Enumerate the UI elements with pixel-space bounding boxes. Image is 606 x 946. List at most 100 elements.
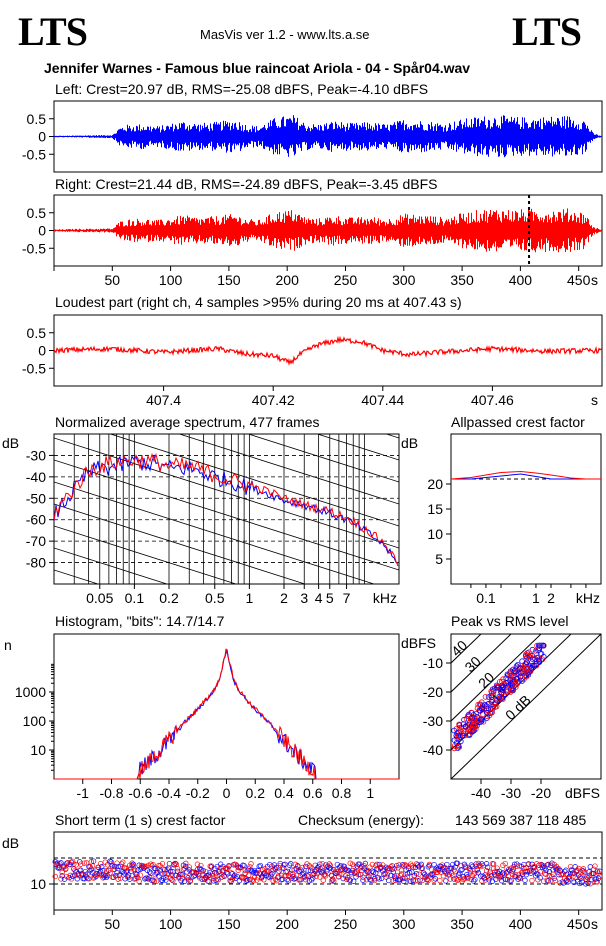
short-crest-point (148, 870, 154, 876)
app-title: MasVis ver 1.2 - www.lts.a.se (200, 27, 370, 42)
spectrum-slope-line (54, 569, 100, 584)
short-crest-point (571, 879, 577, 885)
spectrum-plot-area (54, 196, 399, 584)
short-crest-point (471, 871, 477, 877)
short-crest-point (341, 863, 347, 870)
short-crest-point (508, 877, 514, 884)
peak-rms-point (522, 661, 528, 667)
short-crest-point (116, 872, 122, 878)
peak-rms-point (454, 745, 461, 751)
peak-rms-point (535, 655, 541, 661)
short-crest-point (429, 866, 435, 873)
short-crest-point (120, 859, 126, 865)
short-crest-point (63, 865, 69, 872)
short-crest-point (101, 874, 107, 880)
short-crest-point (327, 865, 333, 871)
short-crest-point (289, 875, 295, 881)
track-title: Jennifer Warnes - Famous blue raincoat A… (44, 60, 471, 76)
short-crest-point (107, 870, 113, 876)
short-crest-point (183, 863, 189, 870)
short-crest-point (483, 868, 490, 874)
short-crest-title: Short term (1 s) crest factor (55, 812, 226, 828)
short-crest-point (248, 861, 254, 867)
short-crest-point (404, 870, 410, 877)
spectrum-slope-line (54, 525, 238, 584)
short-crest-point (375, 875, 381, 881)
spectrum-slope-line (54, 196, 399, 306)
short-crest-point (580, 866, 586, 872)
short-crest-point (592, 863, 598, 869)
short-crest-point (246, 872, 252, 878)
short-crest-point (510, 864, 517, 870)
peak-rms-title: Peak vs RMS level (451, 613, 569, 629)
short-crest-xtick-label: 250 (334, 916, 358, 932)
spectrum-xtick-label: 1 (245, 590, 253, 606)
short-crest-point (486, 877, 492, 883)
short-crest-point (395, 865, 401, 871)
loudest-part-title: Loudest part (right ch, 4 samples >95% d… (55, 294, 462, 310)
peak-rms-point (513, 681, 519, 688)
right-waveform-xtick-label: 400 (509, 272, 533, 288)
short-crest-point (335, 874, 342, 880)
short-crest-point (516, 863, 522, 869)
short-crest-point (510, 866, 517, 873)
short-crest-point (255, 875, 261, 881)
histogram-xtick-label: 0 (223, 785, 231, 801)
peak-rms-point (493, 703, 500, 710)
short-crest-point (444, 861, 450, 868)
loudest-part-ytick-label: 0.5 (27, 325, 47, 341)
spectrum-slope-line (247, 434, 399, 483)
short-crest-point (313, 873, 319, 879)
histogram-ytick-label: 100 (23, 713, 47, 729)
spectrum-slope-line (54, 240, 399, 350)
short-crest-point (597, 868, 603, 874)
peak-rms-point (536, 657, 542, 664)
left-waveform-ytick-label: -0.5 (22, 146, 46, 162)
peak-rms-point (502, 691, 509, 698)
spectrum-ytick-label: -50 (26, 490, 46, 506)
histogram-series-L (54, 649, 399, 780)
short-crest-point (557, 880, 563, 886)
right-waveform-xtick-label: 200 (276, 272, 300, 288)
spectrum-slope-line (54, 503, 307, 584)
short-crest-point (167, 868, 174, 875)
short-crest-point (265, 868, 272, 874)
checksum-value: 143 569 387 118 485 (455, 812, 587, 828)
short-crest-point (374, 861, 380, 867)
short-crest-point (570, 874, 576, 880)
short-crest-point (418, 861, 424, 867)
crest-factor-xunit: kHz (576, 590, 600, 606)
short-crest-point (450, 872, 456, 879)
peak-rms-ytick-label: -30 (423, 713, 443, 729)
peak-rms-point (499, 695, 506, 701)
short-crest-point (208, 863, 215, 869)
crest-factor-yunit: dB (401, 435, 418, 451)
spectrum-slope-line (178, 434, 399, 505)
peak-rms-point (461, 716, 467, 723)
short-crest-point (317, 861, 323, 867)
short-crest-point (199, 868, 205, 875)
left-waveform-series (54, 115, 602, 158)
short-crest-point (342, 866, 349, 872)
histogram-xtick-label: 1 (366, 785, 374, 801)
crest-factor-xtick-label: 2 (547, 590, 555, 606)
short-crest-point (170, 877, 176, 884)
short-crest-point (490, 865, 497, 872)
histogram-xtick-label: -1 (77, 785, 90, 801)
short-crest-point (469, 863, 476, 870)
short-crest-point (268, 873, 274, 879)
short-crest-point (472, 876, 478, 883)
short-crest-point (362, 860, 368, 867)
short-crest-point (580, 868, 586, 874)
short-crest-point (129, 860, 135, 866)
short-crest-point (320, 868, 326, 874)
short-crest-point (578, 873, 584, 879)
short-crest-point (247, 877, 253, 883)
spectrum-xtick-label: 0.05 (86, 590, 113, 606)
short-crest-point (368, 873, 374, 879)
short-crest-point (88, 866, 94, 872)
short-crest-point (243, 878, 250, 884)
crest-factor-ytick-label: 20 (427, 476, 443, 492)
short-crest-point (226, 863, 232, 870)
peak-rms-point (534, 642, 540, 649)
